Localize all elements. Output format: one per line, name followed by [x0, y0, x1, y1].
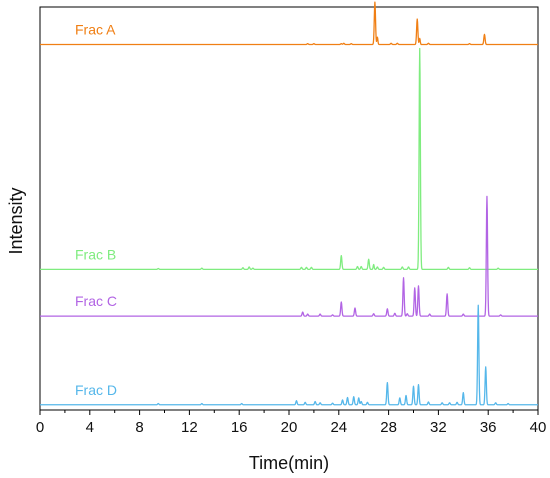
series-label-frac-d: Frac D	[75, 382, 117, 398]
x-tick-label: 16	[231, 419, 248, 436]
x-axis-title: Time(min)	[249, 453, 329, 473]
series-group	[39, 1, 539, 406]
series-line-frac-d	[39, 304, 539, 406]
x-tick-label: 40	[530, 419, 547, 436]
x-tick-label: 12	[181, 419, 198, 436]
x-tick-label: 32	[430, 419, 447, 436]
x-tick-label: 4	[86, 419, 94, 436]
series-line-frac-a	[39, 1, 539, 46]
series-label-frac-a: Frac A	[75, 21, 116, 37]
x-tick-label: 0	[36, 419, 44, 436]
series-labels: Frac A Frac B Frac C Frac D	[75, 21, 117, 397]
x-tick-label: 8	[135, 419, 143, 436]
axes: 0 4 8 12 16 20 24 28 32 36 40	[36, 410, 547, 436]
series-label-frac-c: Frac C	[75, 293, 117, 309]
x-tick-label: 36	[480, 419, 497, 436]
plot-area	[39, 6, 539, 411]
x-tick-label: 28	[380, 419, 397, 436]
series-line-frac-c	[39, 195, 539, 317]
x-tick-label: 24	[330, 419, 347, 436]
y-axis-title: Intensity	[6, 187, 26, 254]
x-tick-label: 20	[281, 419, 298, 436]
series-label-frac-b: Frac B	[75, 246, 116, 262]
series-line-frac-b	[39, 47, 539, 270]
plot-frame	[39, 6, 539, 411]
